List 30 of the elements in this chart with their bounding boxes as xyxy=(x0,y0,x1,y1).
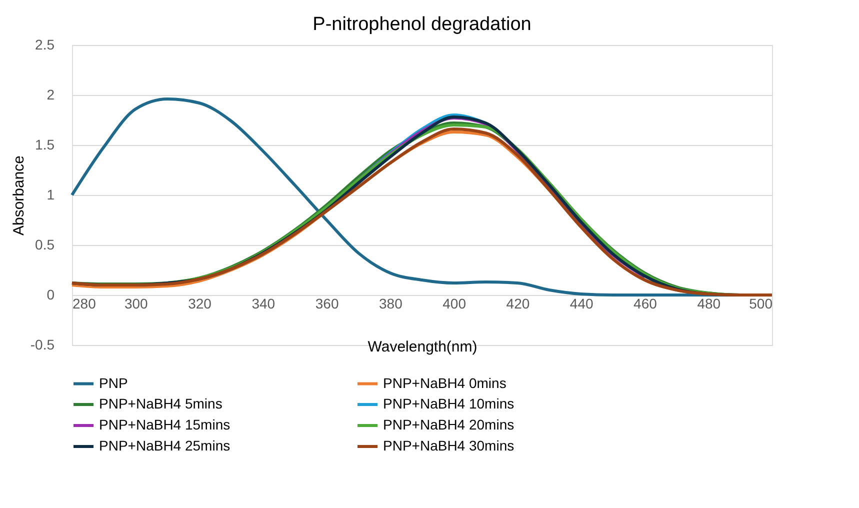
legend-label: PNP+NaBH4 25mins xyxy=(99,438,230,454)
legend-label: PNP xyxy=(99,374,128,391)
legend-label: PNP+NaBH4 20mins xyxy=(383,416,514,432)
legend-label: PNP+NaBH4 0mins xyxy=(383,374,506,391)
x-tick-label: 480 xyxy=(697,296,721,312)
chart-title: P-nitrophenol degradation xyxy=(312,14,532,35)
x-tick-label: 400 xyxy=(442,296,466,312)
y-axis-title: Absorbance xyxy=(10,155,28,236)
x-axis-title: Wavelength(nm) xyxy=(368,338,478,356)
x-tick-label: 500 xyxy=(749,296,773,312)
y-tick-label: -0.5 xyxy=(30,336,55,352)
y-tick-label: 2 xyxy=(46,86,55,102)
legend-label: PNP+NaBH4 15mins xyxy=(99,416,230,432)
x-tick-label: 440 xyxy=(570,296,594,312)
legend-label: PNP+NaBH4 5mins xyxy=(99,396,222,412)
legend-label: PNP+NaBH4 30mins xyxy=(383,438,514,454)
y-tick-label: 2.5 xyxy=(35,36,55,52)
x-tick-label: 280 xyxy=(72,296,96,312)
legend-label: PNP+NaBH4 10mins xyxy=(383,396,514,412)
x-tick-label: 340 xyxy=(252,296,276,312)
x-tick-label: 460 xyxy=(634,296,658,312)
y-tick-label: 0 xyxy=(46,286,55,302)
x-tick-label: 300 xyxy=(124,296,148,312)
y-tick-label: 1 xyxy=(46,186,55,202)
y-tick-label: 1.5 xyxy=(35,136,55,152)
y-tick-label: 0.5 xyxy=(35,236,55,252)
x-tick-label: 360 xyxy=(315,296,339,312)
x-tick-label: 380 xyxy=(379,296,403,312)
x-tick-label: 320 xyxy=(188,296,212,312)
x-tick-label: 420 xyxy=(506,296,530,312)
